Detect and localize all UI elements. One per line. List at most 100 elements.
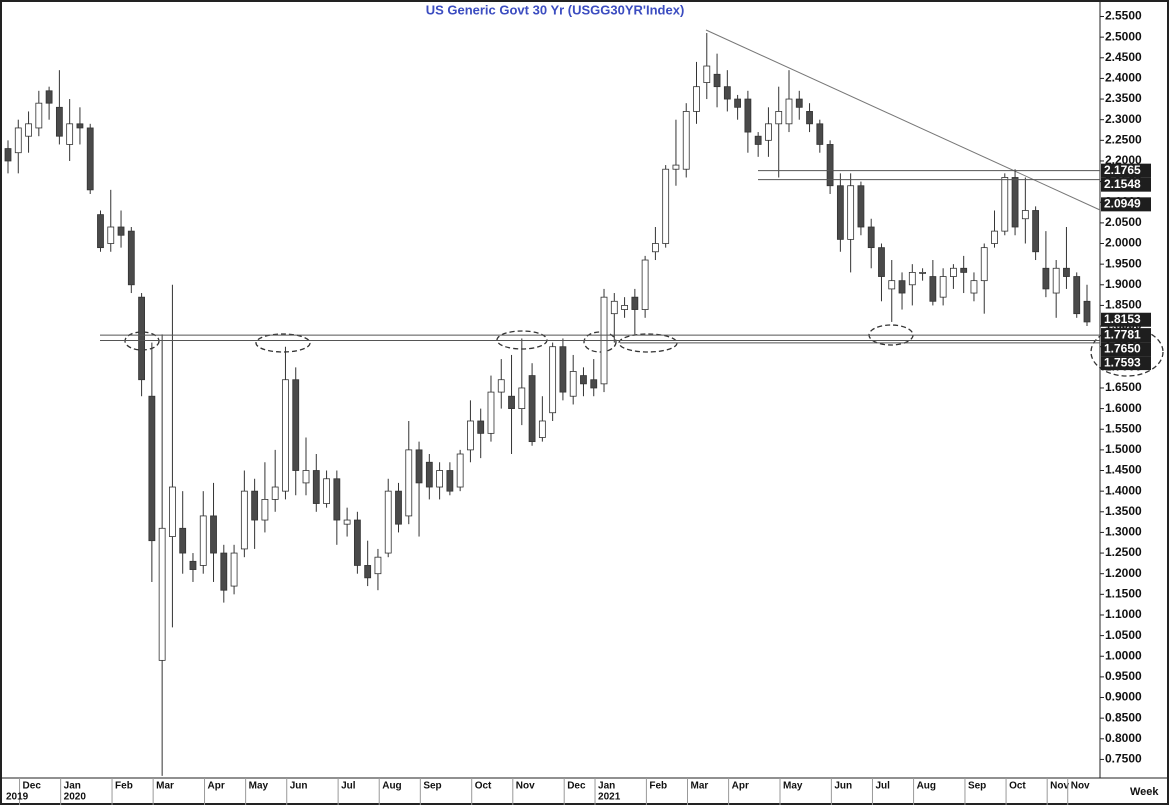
candle-body: [867, 226, 875, 249]
candle-body: [364, 565, 372, 579]
candle-body: [908, 272, 916, 286]
y-tick-label: 0.9000: [1105, 690, 1142, 704]
y-tick-label: 1.4500: [1105, 463, 1142, 477]
price-label: 1.7593: [1104, 355, 1141, 369]
candle-body: [590, 379, 598, 389]
candle-body: [631, 296, 639, 310]
candle-body: [775, 111, 783, 125]
ellipse: [583, 331, 617, 353]
y-tick-label: 1.2500: [1105, 545, 1142, 559]
price-label: 1.8153: [1104, 312, 1141, 326]
candle-body: [929, 276, 937, 302]
candle-body: [1063, 267, 1070, 277]
candle-body: [467, 420, 474, 451]
candle-body: [878, 247, 885, 277]
candle-body: [477, 420, 485, 434]
candle-body: [744, 98, 752, 133]
candle-body: [436, 470, 444, 488]
y-tick-label: 0.8000: [1105, 731, 1142, 745]
y-tick-label: 1.0000: [1105, 648, 1142, 662]
candle-body: [302, 470, 310, 484]
y-tick-label: 1.3000: [1105, 525, 1142, 539]
candle-body: [939, 276, 947, 298]
candle-body: [35, 102, 43, 129]
candle-body: [723, 86, 731, 100]
x-tick-label: Feb: [115, 781, 133, 792]
candle-body: [1011, 177, 1019, 228]
x-tick-label: Apr: [732, 781, 749, 792]
candle-body: [395, 490, 402, 525]
x-tick-label: Oct: [1009, 781, 1026, 792]
x-tick-label: Jul: [875, 781, 890, 792]
ellipse: [255, 333, 311, 353]
x-tick-label: Mar: [691, 781, 709, 792]
y-tick-label: 1.6000: [1105, 401, 1142, 415]
candle-body: [240, 490, 248, 550]
x-tick-label: Feb: [649, 781, 667, 792]
candle-body: [456, 453, 464, 488]
y-tick-label: 0.7500: [1105, 752, 1142, 766]
y-tick-label: 2.2500: [1105, 133, 1142, 147]
x-tick-label: Jan: [64, 781, 81, 792]
candle-body: [919, 272, 926, 274]
candle-body: [508, 395, 515, 410]
candle-body: [672, 164, 680, 170]
y-tick-label: 1.9000: [1105, 277, 1142, 291]
candle-body: [343, 519, 351, 525]
candle-body: [693, 86, 700, 112]
candle-body: [487, 391, 495, 434]
y-tick-label: 2.5000: [1105, 29, 1142, 43]
x-tick-label: May: [783, 781, 803, 792]
candle-body: [230, 552, 238, 587]
candle-body: [4, 148, 12, 162]
y-tick-label: 2.5500: [1105, 9, 1142, 23]
candle-body: [415, 449, 423, 484]
y-tick-label: 1.3500: [1105, 504, 1142, 518]
ellipse: [1090, 327, 1164, 377]
y-tick-label: 2.4500: [1105, 50, 1142, 64]
candle-body: [898, 280, 906, 294]
candle-body: [610, 300, 618, 315]
price-label: 1.7781: [1104, 327, 1141, 341]
year-label: 2021: [598, 792, 621, 803]
candle-body: [312, 470, 320, 504]
y-tick-label: 2.3000: [1105, 112, 1142, 126]
year-label: 2020: [64, 792, 87, 803]
candle-body: [107, 226, 115, 244]
candle-body: [45, 90, 53, 104]
candle-body: [713, 73, 721, 88]
price-label: 2.1765: [1104, 163, 1141, 177]
candle-body: [189, 560, 197, 570]
candle-body: [169, 486, 176, 537]
candle-body: [662, 168, 670, 244]
candle-body: [1052, 267, 1060, 294]
y-tick-label: 2.2000: [1105, 153, 1142, 167]
y-tick-label: 1.0500: [1105, 628, 1142, 642]
candle-body: [1032, 210, 1040, 253]
y-tick-label: 1.5000: [1105, 442, 1142, 456]
candle-body: [970, 280, 978, 294]
price-label: 1.7650: [1104, 341, 1141, 355]
price-label: 2.0949: [1104, 197, 1141, 211]
candle-body: [292, 379, 300, 471]
candle-body: [25, 123, 32, 137]
candle-body: [785, 98, 793, 125]
candle-body: [220, 552, 228, 591]
y-tick-label: 1.6500: [1105, 380, 1142, 394]
candle-body: [251, 490, 259, 521]
price-label-box: [1101, 177, 1151, 192]
candle-body: [374, 556, 382, 575]
candle-body: [559, 346, 567, 393]
x-tick-label: Nov: [516, 781, 535, 792]
y-tick-label: 2.3500: [1105, 91, 1142, 105]
y-tick-label: 1.8500: [1105, 298, 1142, 312]
candle-body: [1021, 210, 1029, 220]
y-tick-label: 2.0500: [1105, 215, 1142, 229]
y-tick-label: 1.9500: [1105, 256, 1142, 270]
x-tick-label: Dec: [23, 781, 42, 792]
candle-body: [76, 123, 84, 129]
x-tick-label: Aug: [917, 781, 936, 792]
candle-body: [765, 123, 772, 141]
